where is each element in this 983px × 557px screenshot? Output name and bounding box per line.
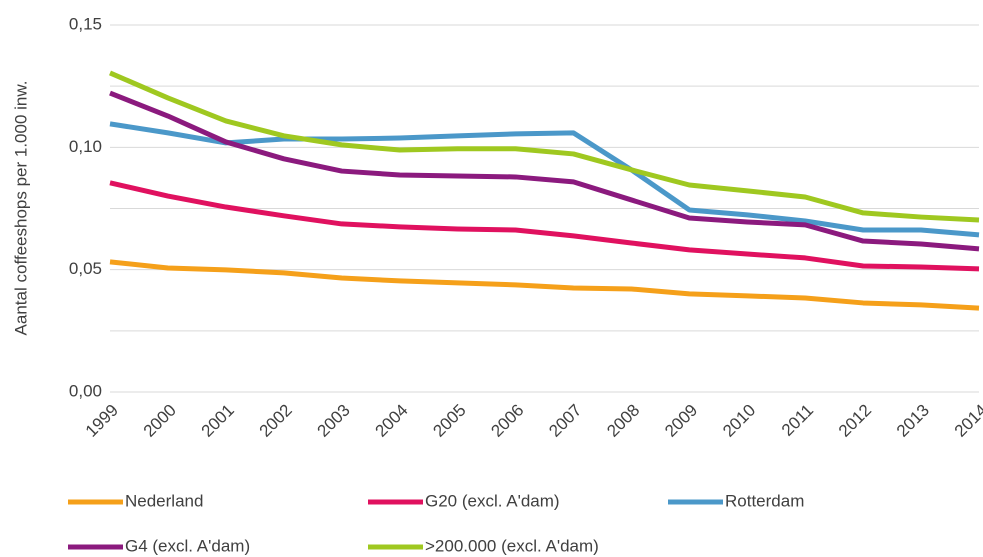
series-line (109, 259, 980, 311)
legend-label: >200.000 (excl. A'dam) (425, 536, 599, 555)
legend-label: Nederland (125, 491, 203, 510)
series-line (109, 90, 980, 252)
x-tick-label: 2011 (778, 401, 817, 440)
x-tick-label: 2002 (256, 401, 296, 441)
y-tick-label: 0,15 (69, 14, 102, 33)
x-tick-label: 2009 (661, 401, 701, 441)
y-tick-label: 0,05 (69, 259, 102, 278)
x-tick-label: 2014 (951, 401, 983, 441)
series-line (109, 70, 980, 223)
series-line (109, 121, 980, 238)
x-tick-label: 1999 (82, 401, 122, 441)
y-tick-label: 0,00 (69, 381, 102, 400)
x-tick-label: 2006 (487, 401, 527, 441)
x-tick-label: 2012 (835, 401, 875, 441)
x-tick-label: 2001 (198, 401, 238, 441)
x-tick-label: 2007 (545, 401, 585, 441)
x-tick-label: 2004 (371, 401, 411, 441)
series-line (109, 180, 980, 272)
x-tick-label: 2010 (719, 401, 759, 441)
legend-label: G4 (excl. A'dam) (125, 536, 250, 555)
x-tick-label: 2000 (140, 401, 180, 441)
x-tick-label: 2013 (893, 401, 933, 441)
x-tick-label: 2008 (603, 401, 643, 441)
legend-label: G20 (excl. A'dam) (425, 491, 560, 510)
legend-label: Rotterdam (725, 491, 804, 510)
x-tick-label: 2003 (314, 401, 354, 441)
y-tick-label: 0,10 (69, 137, 102, 156)
x-tick-label: 2005 (429, 401, 469, 441)
y-axis-label: Aantal coffeeshops per 1.000 inw. (11, 81, 30, 336)
